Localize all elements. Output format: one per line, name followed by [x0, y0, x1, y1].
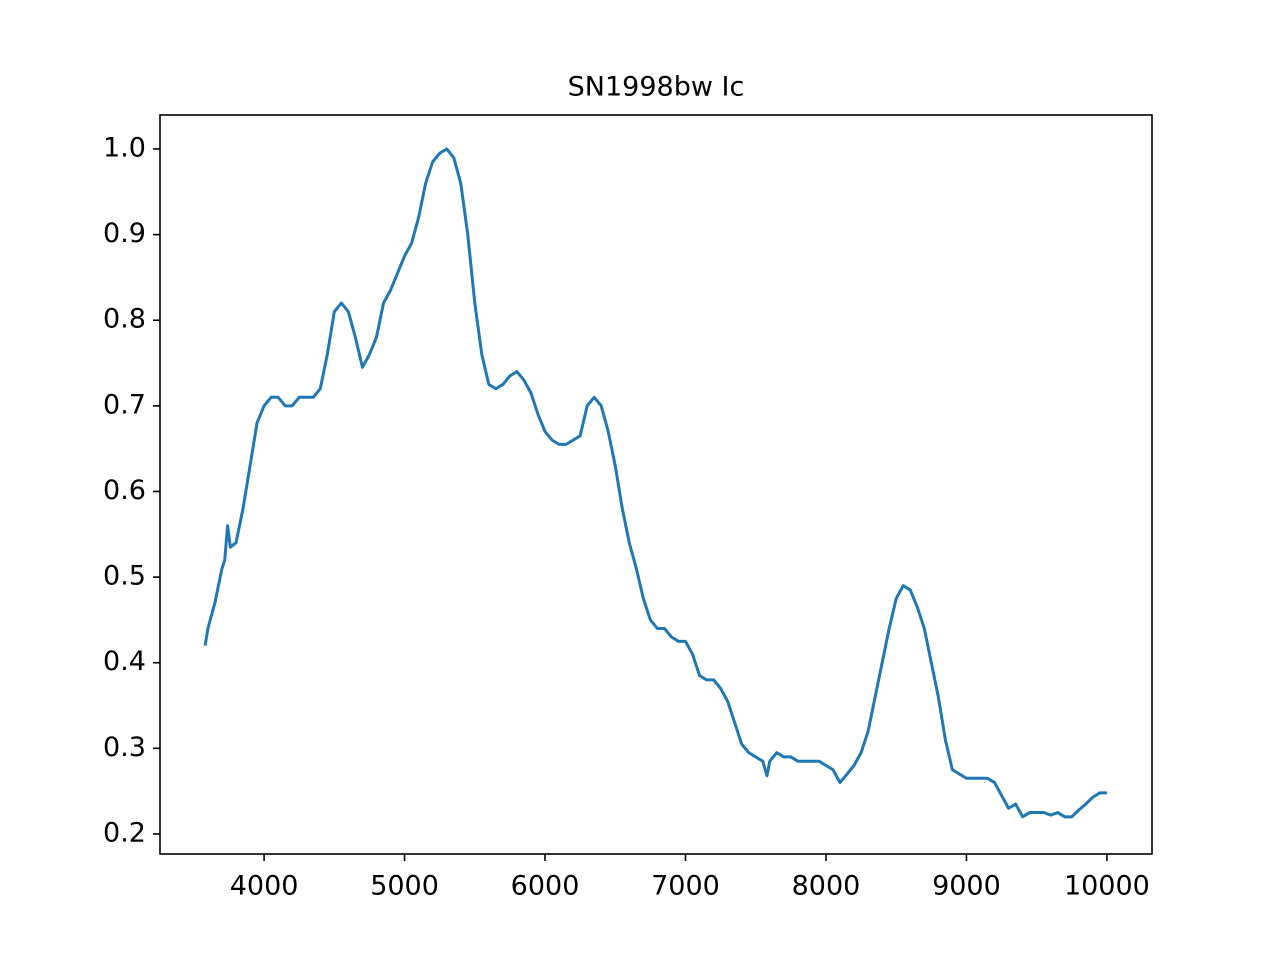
data-line	[203, 147, 1107, 819]
y-tick-label: 0.7	[103, 389, 146, 420]
chart-title: SN1998bw Ic	[568, 72, 745, 103]
plot-frame	[159, 114, 1153, 855]
x-tick-label: 5000	[370, 871, 439, 902]
y-tick-label: 0.8	[103, 304, 146, 335]
x-tick-label: 9000	[932, 871, 1001, 902]
x-tick-label: 4000	[230, 871, 299, 902]
x-tick-label: 10000	[1064, 871, 1150, 902]
y-tick-label: 0.9	[103, 218, 146, 249]
y-tick-label: 0.2	[103, 817, 146, 848]
x-tick-label: 8000	[792, 871, 861, 902]
x-tick-label: 6000	[511, 871, 580, 902]
y-tick-label: 0.5	[103, 561, 146, 592]
y-tick-label: 0.6	[103, 475, 146, 506]
y-tick-label: 1.0	[103, 132, 146, 163]
x-tick-label: 7000	[651, 871, 720, 902]
y-tick-label: 0.3	[103, 732, 146, 763]
y-tick-label: 0.4	[103, 646, 146, 677]
